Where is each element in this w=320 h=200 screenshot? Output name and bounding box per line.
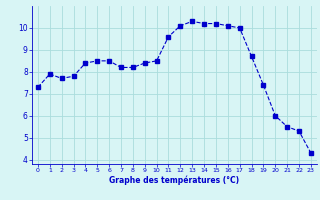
X-axis label: Graphe des températures (°C): Graphe des températures (°C) (109, 176, 239, 185)
